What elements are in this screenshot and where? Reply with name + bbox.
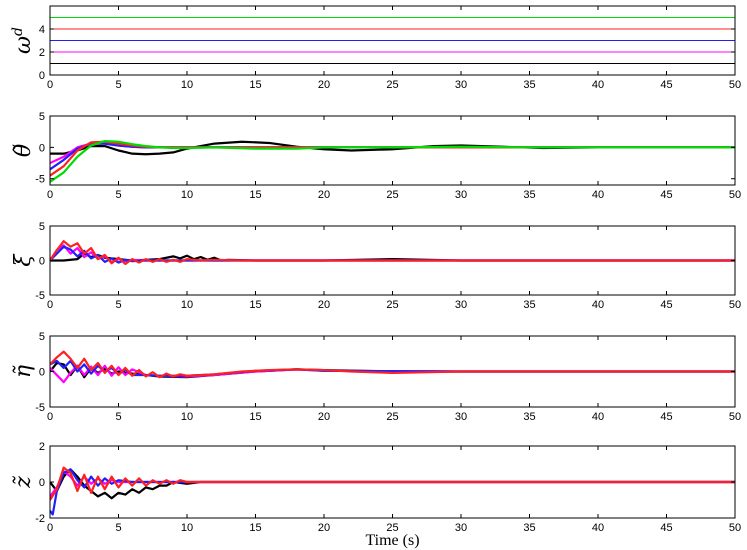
panel-2-ytick-label: 5 <box>39 111 45 123</box>
panel-5-xtick-label: 15 <box>249 522 261 534</box>
panel-1-ytick-label: 2 <box>39 47 45 59</box>
panel-1-xtick-label: 50 <box>729 79 741 91</box>
panel-5-ylabel: z̃ <box>11 475 36 488</box>
panel-5-xtick-label: 25 <box>386 522 398 534</box>
panel-5-xtick-label: 5 <box>115 522 121 534</box>
panel-5-xtick-label: 45 <box>660 522 672 534</box>
panel-4-ylabel: η̃ <box>11 365 36 378</box>
panel-2-ylabel: θ̃ <box>11 144 36 157</box>
panel-5-series-1 <box>50 468 735 500</box>
panel-3-xtick-label: 50 <box>729 299 741 311</box>
panel-4-xtick-label: 10 <box>181 411 193 423</box>
panel-2-axes-box <box>49 115 736 186</box>
panel-3-xtick-label: 25 <box>386 299 398 311</box>
panel-4-xtick-label: 50 <box>729 411 741 423</box>
panel-3-xtick-label: 10 <box>181 299 193 311</box>
panel-5-series-4 <box>50 466 735 501</box>
panel-5-xtick-label: 30 <box>455 522 467 534</box>
panel-2-xtick-label: 0 <box>47 189 53 201</box>
panel-2-xtick-label: 30 <box>455 189 467 201</box>
panel-5-xtick-label: 50 <box>729 522 741 534</box>
panel-4-ytick-label: 0 <box>39 367 45 379</box>
panel-3-xtick-label: 30 <box>455 299 467 311</box>
panel-3-xtick-label: 35 <box>523 299 535 311</box>
panel-3-series-3 <box>50 245 735 264</box>
panel-5-xtick-label: 35 <box>523 522 535 534</box>
panel-5-xtick-label: 0 <box>47 522 53 534</box>
panel-5-ytick-label: 2 <box>39 441 45 453</box>
x-axis-label: Time (s) <box>365 532 419 549</box>
panel-1-ytick-label: 4 <box>39 24 45 36</box>
panel-1-ylabel-superscript: d <box>10 27 26 36</box>
panel-3-series-4 <box>50 240 735 266</box>
panel-3-xtick-label: 20 <box>318 299 330 311</box>
panel-5-xtick-label: 40 <box>592 522 604 534</box>
panel-5-ytick-label: -2 <box>35 513 45 525</box>
panel-3-ytick-label: 5 <box>39 221 45 233</box>
panel-2-xtick-label: 15 <box>249 189 261 201</box>
panel-1-xtick-label: 35 <box>523 79 535 91</box>
panel-3-xtick-label: 40 <box>592 299 604 311</box>
panel-4-xtick-label: 40 <box>592 411 604 423</box>
panel-2-xtick-label: 25 <box>386 189 398 201</box>
panel-4-xtick-label: 30 <box>455 411 467 423</box>
panel-2-series-5 <box>50 139 735 183</box>
panel-1-ylabel: ωd <box>10 27 36 54</box>
panel-2-xtick-label: 50 <box>729 189 741 201</box>
panel-1-xtick-label: 40 <box>592 79 604 91</box>
panel-4-xtick-label: 25 <box>386 411 398 423</box>
panel-3-ytick-label: 0 <box>39 256 45 268</box>
panel-1: 0 5 10 15 20 25 30 35 40 45 50 0 2 4ωd <box>10 5 741 91</box>
panel-5-ytick-label: 0 <box>39 477 45 489</box>
panel-5-xtick-label: 20 <box>318 522 330 534</box>
panel-2-xtick-label: 45 <box>660 189 672 201</box>
panel-4-xtick-label: 15 <box>249 411 261 423</box>
panel-2-xtick-label: 35 <box>523 189 535 201</box>
panel-4-xtick-label: 5 <box>115 411 121 423</box>
panel-3-xtick-label: 15 <box>249 299 261 311</box>
panel-3-ytick-label: -5 <box>35 290 45 302</box>
panel-1-xtick-label: 10 <box>181 79 193 91</box>
panel-3-ylabel: ξ <box>11 253 36 267</box>
panel-4-xtick-label: 45 <box>660 411 672 423</box>
panel-1-xtick-label: 30 <box>455 79 467 91</box>
panel-4-series-4 <box>50 350 735 379</box>
panel-1-ytick-label: 0 <box>39 70 45 82</box>
panel-3-xtick-label: 5 <box>115 299 121 311</box>
panel-4-xtick-label: 0 <box>47 411 53 423</box>
panel-2-xtick-label: 5 <box>115 189 121 201</box>
panel-4-xtick-label: 35 <box>523 411 535 423</box>
panel-5-series-3 <box>50 468 735 516</box>
panel-2-xtick-label: 10 <box>181 189 193 201</box>
panel-1-xtick-label: 15 <box>249 79 261 91</box>
panel-2-ytick-label: 0 <box>39 142 45 154</box>
panel-2-xtick-label: 40 <box>592 189 604 201</box>
panel-4-ytick-label: -5 <box>35 402 45 414</box>
panel-3-xtick-label: 45 <box>660 299 672 311</box>
panel-2-xtick-label: 20 <box>318 189 330 201</box>
panel-3-xtick-label: 0 <box>47 299 53 311</box>
panel-1-xtick-label: 5 <box>115 79 121 91</box>
panel-5-xtick-label: 10 <box>181 522 193 534</box>
panel-5-series-2 <box>50 470 735 498</box>
panel-1-xtick-label: 20 <box>318 79 330 91</box>
panel-1-xtick-label: 0 <box>47 79 53 91</box>
panel-4-ytick-label: 5 <box>39 331 45 343</box>
panel-1-xtick-label: 45 <box>660 79 672 91</box>
panel-2-ytick-label: -5 <box>35 174 45 186</box>
panel-4-xtick-label: 20 <box>318 411 330 423</box>
panel-1-xtick-label: 25 <box>386 79 398 91</box>
